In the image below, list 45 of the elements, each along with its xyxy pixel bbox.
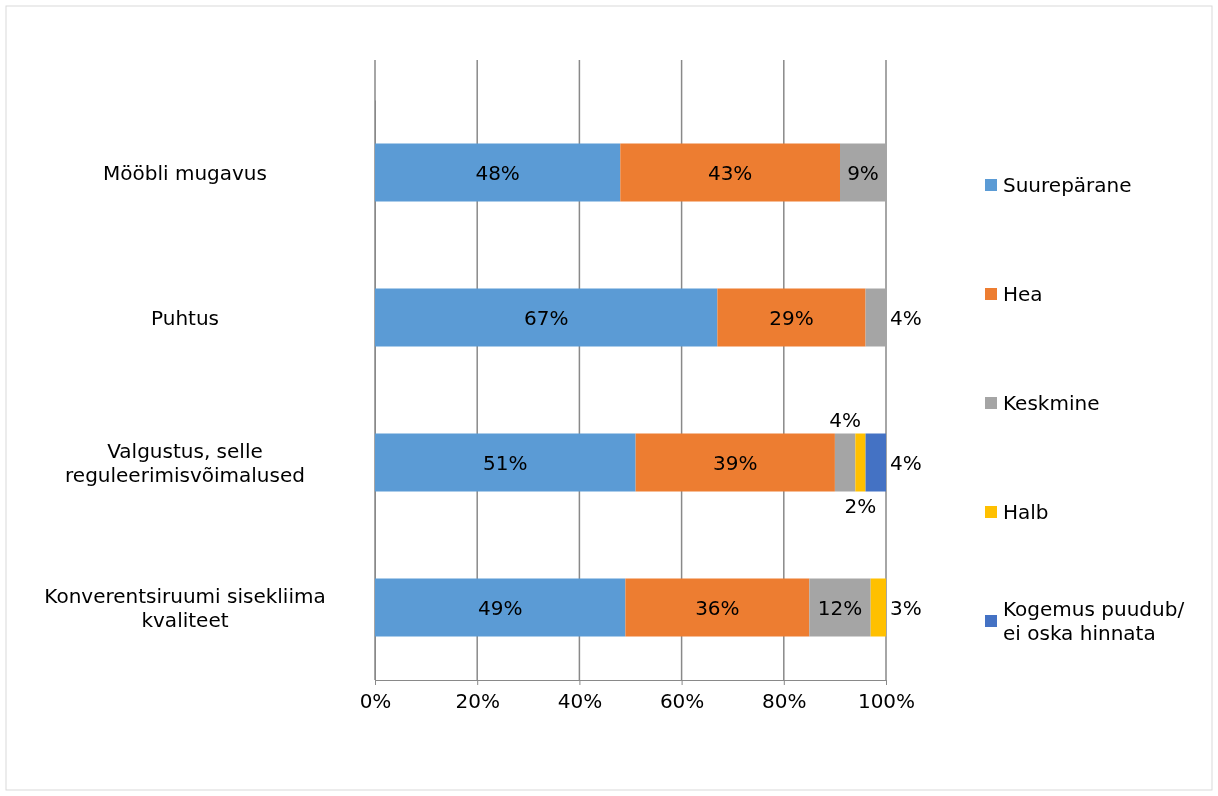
data-label: 9%: [847, 160, 879, 185]
bar: [870, 578, 886, 637]
legend-label: Hea: [1003, 282, 1043, 306]
y-tick-label: Valgustus, selle reguleerimisvõimalused: [65, 438, 305, 487]
data-label: 43%: [707, 160, 753, 185]
x-tick-label: 80%: [762, 689, 807, 713]
data-label: 36%: [695, 595, 740, 620]
data-label: 49%: [477, 595, 523, 620]
bar: [834, 433, 856, 492]
legend-label: Keskmine: [1003, 391, 1100, 415]
data-label: 2%: [844, 493, 877, 518]
data-label: 4%: [890, 450, 922, 475]
bar: [840, 143, 886, 202]
data-label: 4%: [829, 407, 861, 432]
legend-label: Suurepärane: [1003, 173, 1132, 197]
y-tick-label: Konverentsiruumi sisekliima kvaliteet: [44, 583, 326, 632]
bar: [375, 143, 621, 202]
bar: [625, 578, 810, 637]
x-tick-label: 100%: [857, 689, 916, 713]
data-label: 29%: [769, 305, 814, 330]
y-tick-label: Puhtus: [151, 305, 219, 330]
legend-label: Kogemus puudub/ ei oska hinnata: [1003, 597, 1185, 645]
y-tick-label: Mööbli mugavus: [103, 160, 267, 185]
bar: [855, 433, 866, 492]
x-tick-label: 40%: [557, 689, 603, 713]
bar: [375, 578, 626, 637]
bar: [620, 143, 841, 202]
x-tick-label: 0%: [359, 689, 392, 713]
data-label: 48%: [475, 160, 520, 185]
data-label: 51%: [483, 450, 528, 475]
bar: [809, 578, 871, 637]
bar: [865, 288, 886, 347]
x-tick-label: 60%: [659, 689, 705, 713]
bar: [375, 288, 718, 347]
bar: [635, 433, 835, 492]
bar: [865, 433, 886, 492]
data-label: 3%: [890, 595, 922, 620]
data-label: 67%: [523, 305, 569, 330]
bar: [375, 433, 636, 492]
bar: [717, 288, 866, 347]
x-tick-label: 20%: [455, 689, 500, 713]
legend-label: Halb: [1003, 500, 1049, 524]
data-label: 12%: [817, 595, 863, 620]
data-label: 4%: [890, 305, 922, 330]
data-label: 39%: [713, 450, 758, 475]
